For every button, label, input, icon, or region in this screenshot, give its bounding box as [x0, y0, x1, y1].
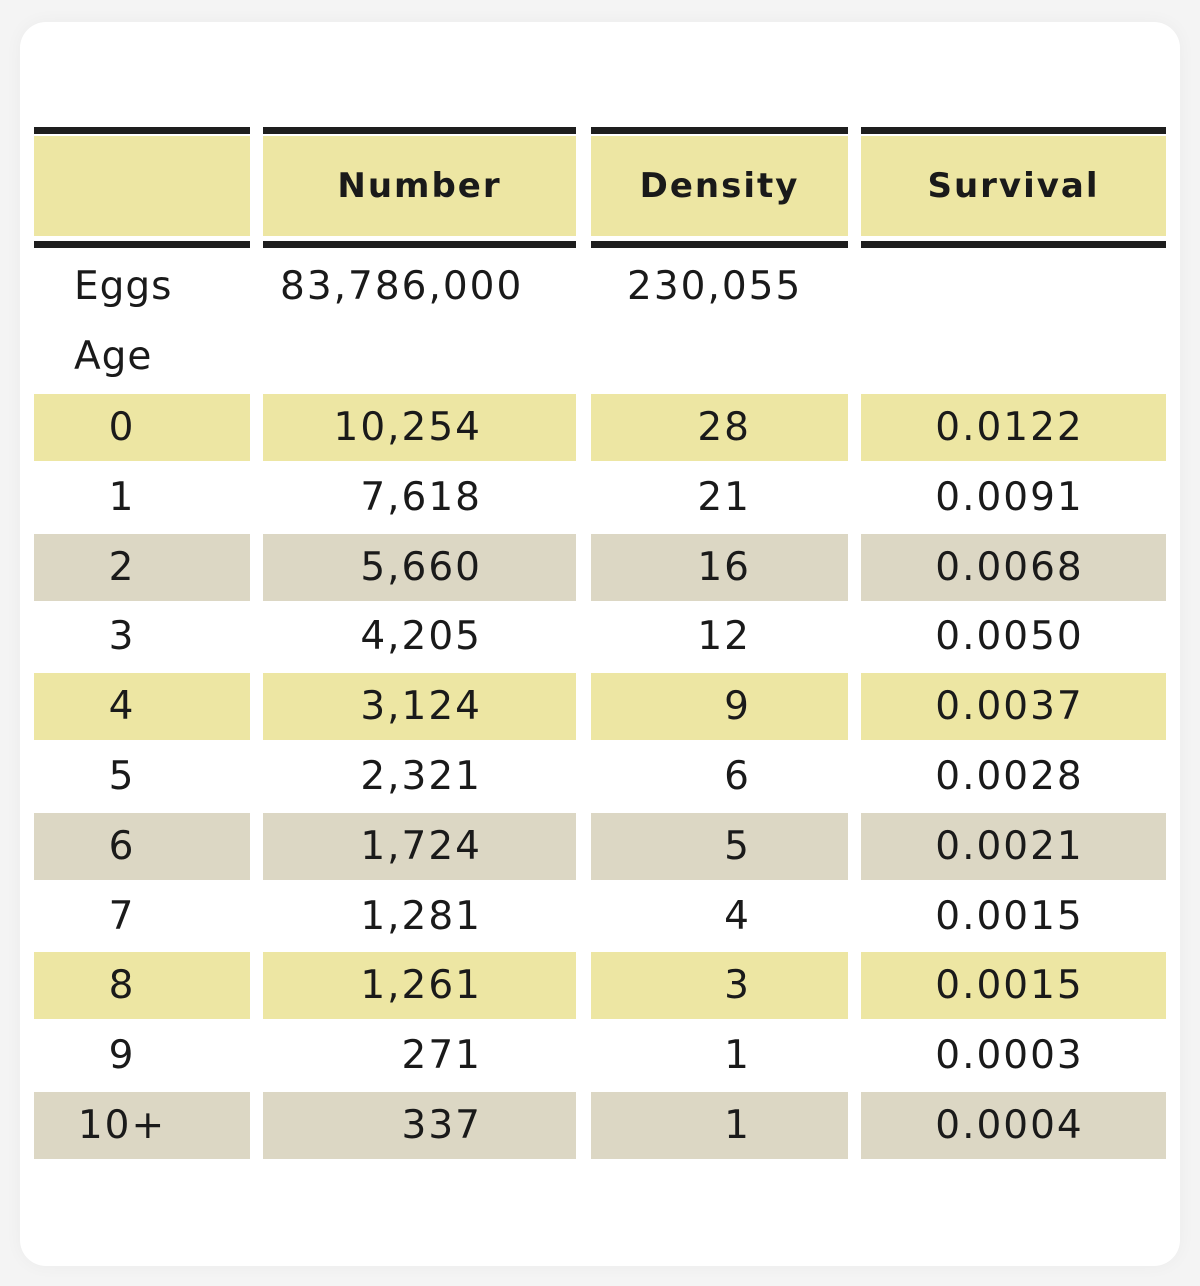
- header-density: Density: [591, 136, 848, 236]
- density-cell: 12: [697, 614, 751, 659]
- age-cell: 4: [34, 673, 250, 740]
- header-top-rule-density: [591, 127, 848, 134]
- number-cell: 1,724: [263, 813, 576, 880]
- header-survival: Survival: [861, 136, 1166, 236]
- density-cell: 21: [697, 475, 751, 520]
- density-cell: 6: [724, 754, 751, 799]
- number-cell: 2,321: [360, 754, 482, 799]
- eggs-density: 230,055: [627, 264, 803, 309]
- density-cell: 3: [591, 952, 848, 1019]
- header-top-rule-age: [34, 127, 250, 134]
- number-cell: 5,660: [263, 534, 576, 601]
- age-cell: 10+: [34, 1092, 250, 1159]
- header-bottom-rule-age: [34, 241, 250, 248]
- age-cell: 6: [34, 813, 250, 880]
- eggs-label: Eggs: [74, 264, 173, 309]
- header-cell-blank: [34, 136, 250, 236]
- eggs-number: 83,786,000: [280, 264, 524, 309]
- density-cell: 1: [724, 1033, 751, 1078]
- survival-cell: 0.0068: [861, 534, 1166, 601]
- survival-cell: 0.0091: [935, 475, 1084, 520]
- number-cell: 3,124: [263, 673, 576, 740]
- age-cell: 9: [108, 1033, 136, 1078]
- age-cell: 5: [108, 754, 136, 799]
- age-cell: 2: [34, 534, 250, 601]
- number-cell: 1,261: [263, 952, 576, 1019]
- number-cell: 337: [263, 1092, 576, 1159]
- number-cell: 271: [401, 1033, 482, 1078]
- header-bottom-rule-survival: [861, 241, 1166, 248]
- density-cell: 28: [591, 394, 848, 461]
- age-cell: 3: [108, 614, 136, 659]
- age-label: Age: [74, 334, 153, 379]
- header-bottom-rule-density: [591, 241, 848, 248]
- header-top-rule-survival: [861, 127, 1166, 134]
- density-cell: 9: [591, 673, 848, 740]
- survival-cell: 0.0037: [861, 673, 1166, 740]
- density-cell: 5: [591, 813, 848, 880]
- survival-cell: 0.0004: [861, 1092, 1166, 1159]
- header-bottom-rule-number: [263, 241, 576, 248]
- density-cell: 1: [591, 1092, 848, 1159]
- age-cell: 8: [34, 952, 250, 1019]
- age-cell: 1: [108, 475, 136, 520]
- survival-cell: 0.0015: [861, 952, 1166, 1019]
- survival-cell: 0.0122: [861, 394, 1166, 461]
- header-number: Number: [263, 136, 576, 236]
- age-cell: 7: [108, 894, 136, 939]
- number-cell: 1,281: [360, 894, 482, 939]
- density-cell: 16: [591, 534, 848, 601]
- number-cell: 10,254: [263, 394, 576, 461]
- survival-cell: 0.0050: [935, 614, 1084, 659]
- number-cell: 7,618: [360, 475, 482, 520]
- survival-cell: 0.0003: [935, 1033, 1084, 1078]
- survival-cell: 0.0028: [935, 754, 1084, 799]
- age-cell: 0: [34, 394, 250, 461]
- survival-cell: 0.0021: [861, 813, 1166, 880]
- header-top-rule-number: [263, 127, 576, 134]
- number-cell: 4,205: [360, 614, 482, 659]
- density-cell: 4: [724, 894, 751, 939]
- survival-cell: 0.0015: [935, 894, 1084, 939]
